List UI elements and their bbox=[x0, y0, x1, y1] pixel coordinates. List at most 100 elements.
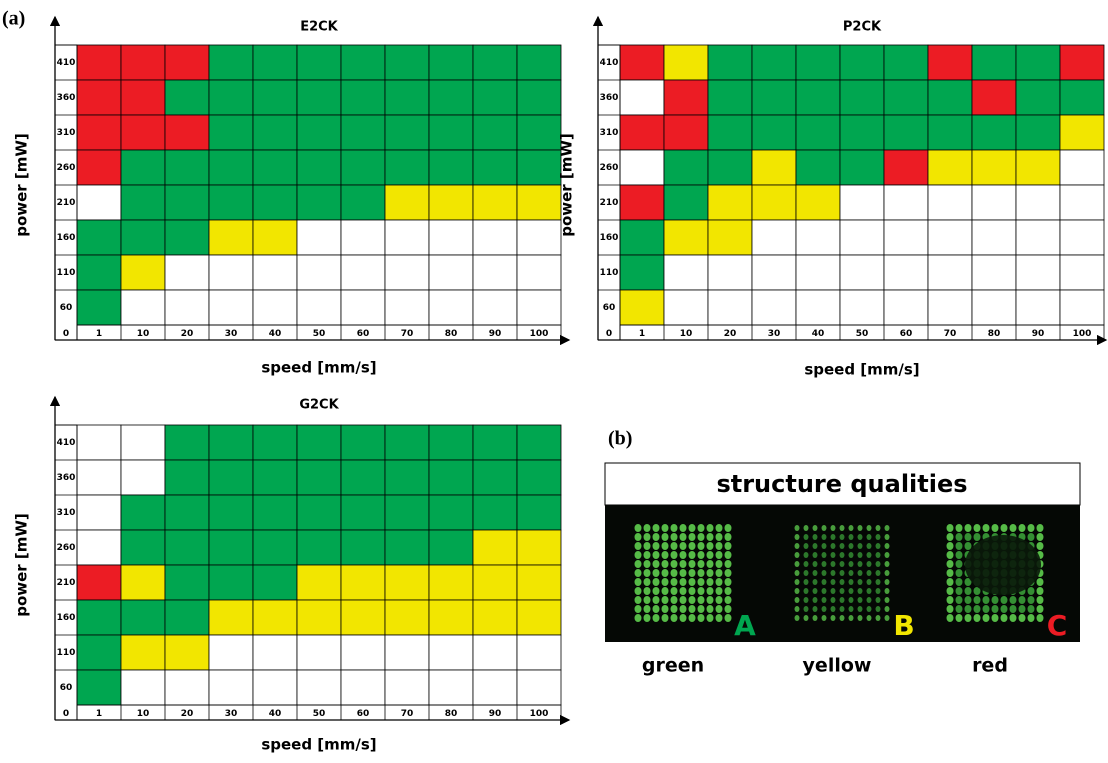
quality-name: yellow bbox=[803, 655, 872, 677]
photo-dot bbox=[849, 597, 854, 603]
photo-dot bbox=[840, 579, 845, 585]
cell bbox=[840, 80, 884, 115]
chart-title: G2CK bbox=[299, 398, 339, 413]
photo-dot bbox=[635, 524, 642, 532]
photo-dot bbox=[974, 524, 981, 532]
photo-dot bbox=[1028, 596, 1035, 604]
photo-dot bbox=[795, 597, 800, 603]
photo-dot bbox=[822, 615, 827, 621]
photo-hole bbox=[965, 535, 1041, 595]
cell bbox=[473, 185, 517, 220]
cell bbox=[708, 115, 752, 150]
cell bbox=[77, 45, 121, 80]
cell bbox=[385, 670, 429, 705]
photo-dot bbox=[804, 570, 809, 576]
cell bbox=[165, 670, 209, 705]
cell bbox=[385, 80, 429, 115]
cell bbox=[253, 220, 297, 255]
photo-dot bbox=[716, 551, 723, 559]
cell bbox=[473, 460, 517, 495]
x-tick-label: 90 bbox=[489, 709, 502, 719]
photo-dot bbox=[662, 542, 669, 550]
photo-dot bbox=[822, 552, 827, 558]
cell bbox=[708, 290, 752, 325]
cell bbox=[297, 220, 341, 255]
photo-dot bbox=[885, 561, 890, 567]
photo-dot bbox=[698, 569, 705, 577]
photo-dot bbox=[804, 606, 809, 612]
chart: 4103603102602101601106011020304050607080… bbox=[13, 397, 570, 754]
photo-dot bbox=[992, 524, 999, 532]
cell bbox=[341, 530, 385, 565]
x-tick-label: 1 bbox=[639, 329, 645, 339]
quality-letter: A bbox=[734, 609, 756, 642]
photo-dot bbox=[885, 570, 890, 576]
photo-dot bbox=[662, 605, 669, 613]
y-tick-label: 60 bbox=[60, 683, 73, 693]
cell bbox=[840, 255, 884, 290]
photo-dot bbox=[858, 570, 863, 576]
cell bbox=[385, 565, 429, 600]
photo-dot bbox=[840, 570, 845, 576]
cell bbox=[517, 150, 561, 185]
photo-dot bbox=[716, 614, 723, 622]
cell bbox=[972, 80, 1016, 115]
photo-dot bbox=[662, 551, 669, 559]
photo-dot bbox=[689, 605, 696, 613]
photo-dot bbox=[644, 605, 651, 613]
photo-dot bbox=[974, 614, 981, 622]
cell bbox=[752, 80, 796, 115]
photo-dot bbox=[1010, 596, 1017, 604]
cell bbox=[297, 530, 341, 565]
cell bbox=[253, 600, 297, 635]
photo-dot bbox=[813, 615, 818, 621]
cell bbox=[429, 530, 473, 565]
cell bbox=[121, 635, 165, 670]
photo-dot bbox=[653, 569, 660, 577]
cell bbox=[1060, 150, 1104, 185]
cell bbox=[473, 290, 517, 325]
cell bbox=[664, 290, 708, 325]
photo-dot bbox=[983, 614, 990, 622]
photo-dot bbox=[1037, 605, 1044, 613]
cell bbox=[473, 80, 517, 115]
photo-dot bbox=[698, 614, 705, 622]
photo-dot bbox=[698, 551, 705, 559]
photo-dot bbox=[1037, 587, 1044, 595]
cell bbox=[209, 150, 253, 185]
cell bbox=[253, 185, 297, 220]
cell bbox=[840, 220, 884, 255]
cell bbox=[429, 635, 473, 670]
cell bbox=[385, 635, 429, 670]
cell bbox=[341, 115, 385, 150]
y-tick-label: 410 bbox=[600, 58, 619, 68]
cell bbox=[928, 290, 972, 325]
cell bbox=[341, 255, 385, 290]
cell bbox=[429, 255, 473, 290]
cell bbox=[620, 45, 664, 80]
cell bbox=[928, 45, 972, 80]
cell bbox=[620, 220, 664, 255]
photo-dot bbox=[725, 542, 732, 550]
cell bbox=[429, 185, 473, 220]
photo-dot bbox=[992, 614, 999, 622]
photo-dot bbox=[635, 569, 642, 577]
x-tick-label: 1 bbox=[96, 709, 102, 719]
cell bbox=[752, 185, 796, 220]
cell bbox=[297, 495, 341, 530]
photo-dot bbox=[858, 525, 863, 531]
cell bbox=[796, 115, 840, 150]
cell bbox=[209, 530, 253, 565]
cell bbox=[209, 45, 253, 80]
quality-letter: C bbox=[1047, 609, 1068, 642]
photo-dot bbox=[849, 525, 854, 531]
cell bbox=[165, 115, 209, 150]
cell bbox=[1016, 45, 1060, 80]
cell bbox=[664, 45, 708, 80]
cell bbox=[473, 45, 517, 80]
cell bbox=[341, 290, 385, 325]
photo-dot bbox=[725, 533, 732, 541]
photo-dot bbox=[947, 587, 954, 595]
photo-dot bbox=[707, 614, 714, 622]
cell bbox=[1060, 185, 1104, 220]
